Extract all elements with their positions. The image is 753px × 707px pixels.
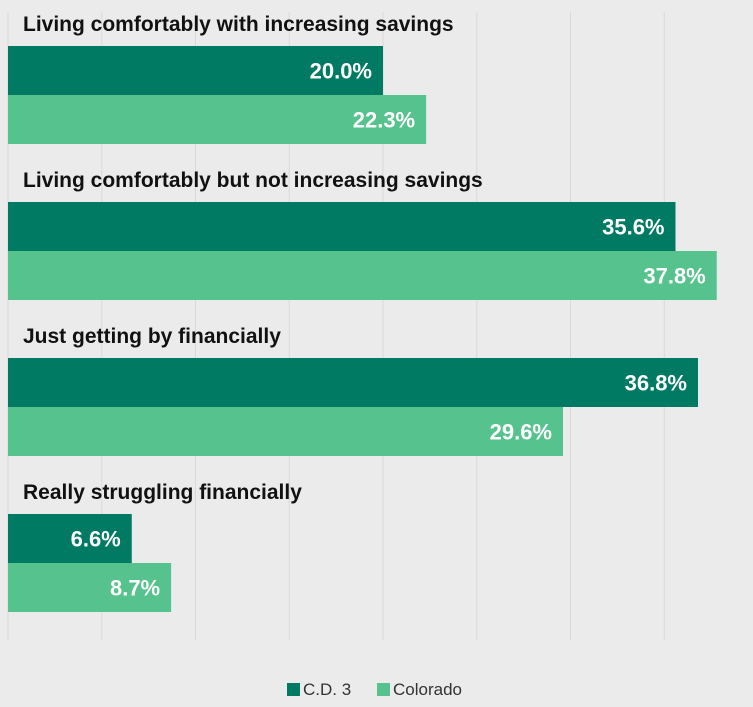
data-label: 35.6% — [602, 215, 664, 240]
data-label: 20.0% — [310, 59, 372, 84]
data-label: 8.7% — [110, 576, 160, 601]
legend-swatch — [287, 683, 300, 696]
legend-label: Colorado — [393, 680, 462, 699]
data-label: 36.8% — [625, 371, 687, 396]
data-label: 37.8% — [643, 264, 705, 289]
data-label: 6.6% — [71, 527, 121, 552]
bars — [8, 46, 717, 612]
bar — [8, 514, 132, 563]
legend-swatch — [377, 683, 390, 696]
category-label: Living comfortably but not increasing sa… — [23, 169, 483, 192]
legend-label: C.D. 3 — [303, 680, 351, 699]
bar — [8, 358, 698, 407]
category-label: Really struggling financially — [23, 481, 302, 504]
legend: C.D. 3 Colorado — [287, 680, 462, 699]
category-label: Just getting by financially — [23, 325, 281, 348]
bar — [8, 407, 563, 456]
data-label: 22.3% — [353, 108, 415, 133]
bar — [8, 202, 676, 251]
bar — [8, 95, 427, 144]
bar — [8, 563, 172, 612]
bar — [8, 251, 717, 300]
bar — [8, 46, 383, 95]
labels: Living comfortably with increasing savin… — [23, 13, 706, 601]
category-label: Living comfortably with increasing savin… — [23, 13, 454, 36]
data-label: 29.6% — [490, 420, 552, 445]
